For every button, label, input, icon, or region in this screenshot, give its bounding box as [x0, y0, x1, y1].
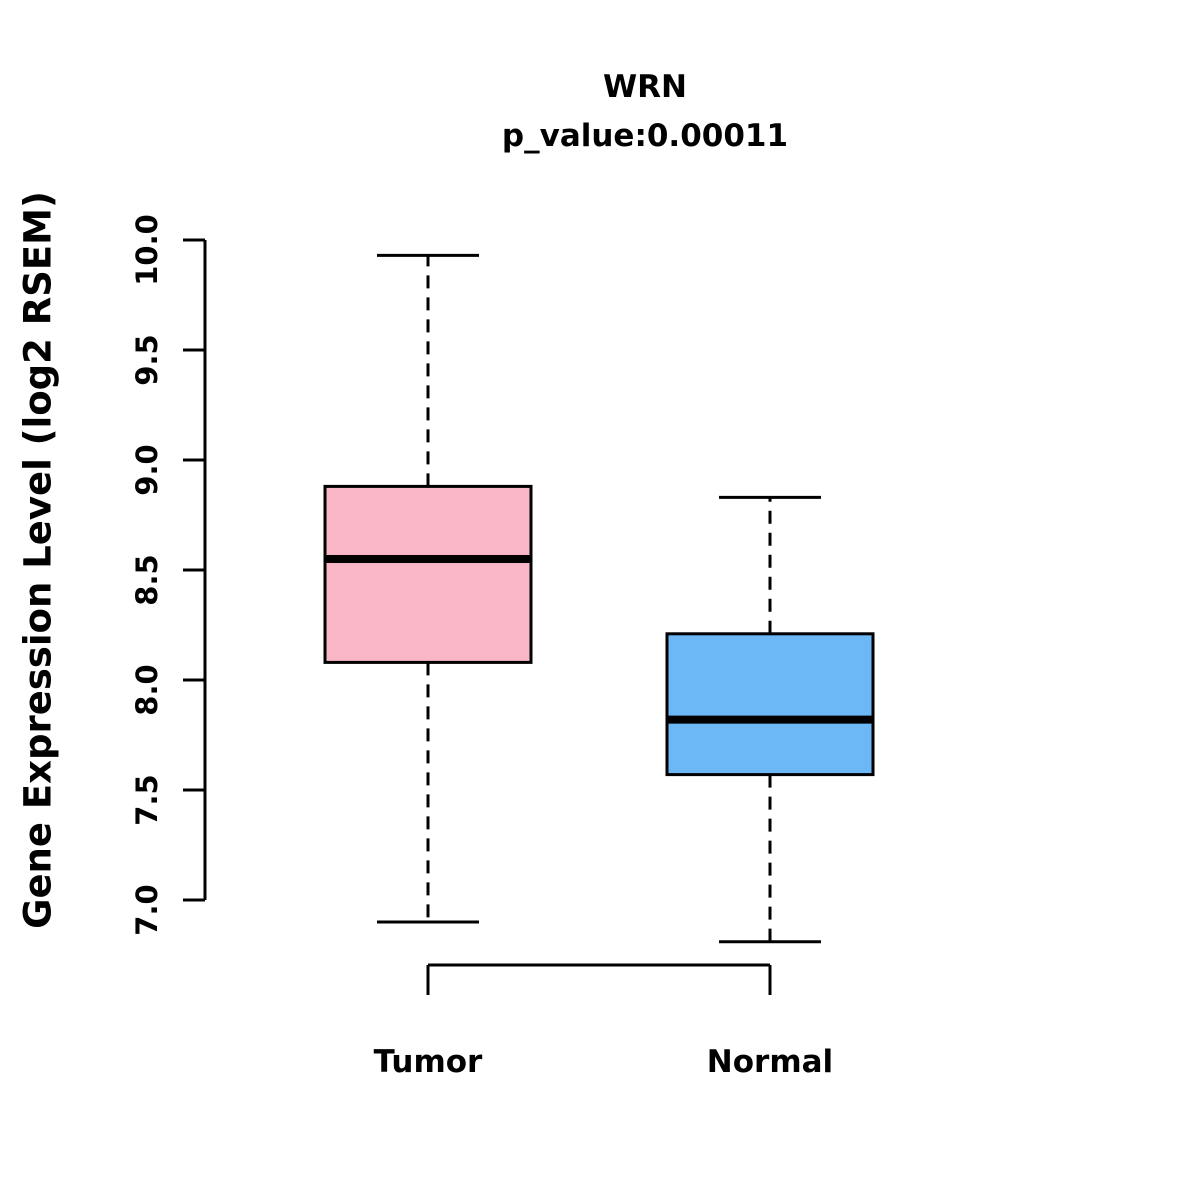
- y-tick-label: 7.0: [130, 884, 164, 935]
- box-tumor: [323, 484, 533, 664]
- y-tick-label: 7.5: [130, 774, 164, 825]
- chart-title: WRN: [602, 69, 687, 105]
- y-tick-label: 9.5: [130, 334, 164, 385]
- chart-subtitle: p_value:0.00011: [501, 118, 789, 154]
- category-label-tumor: Tumor: [374, 1044, 483, 1080]
- category-label-normal: Normal: [707, 1044, 833, 1080]
- y-tick-label: 9.0: [130, 444, 164, 495]
- y-tick-label: 10.0: [130, 214, 164, 286]
- box-normal: [665, 632, 875, 777]
- y-tick-label: 8.5: [130, 554, 164, 605]
- y-tick-label: 8.0: [130, 664, 164, 715]
- title-block: WRN p_value:0.00011: [205, 72, 1085, 152]
